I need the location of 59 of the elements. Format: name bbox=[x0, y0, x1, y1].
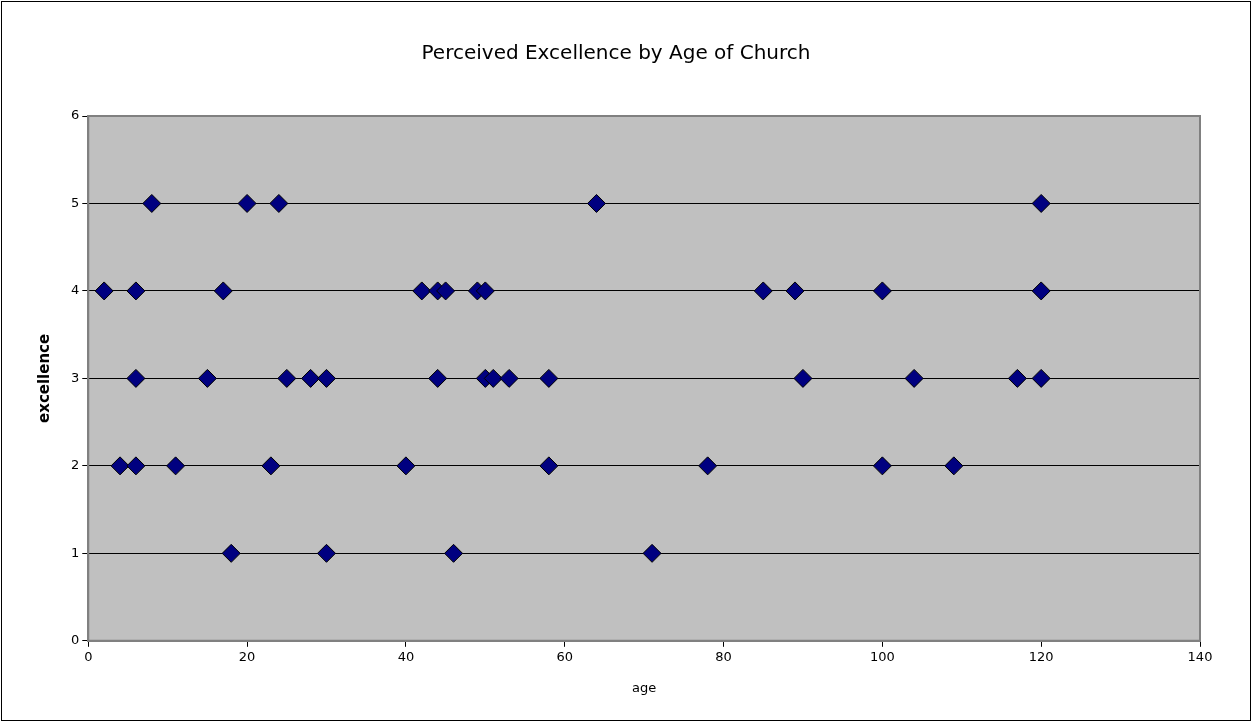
point bbox=[785, 281, 805, 301]
point bbox=[126, 281, 146, 301]
point bbox=[944, 456, 964, 476]
x-tick-label: 40 bbox=[397, 648, 415, 664]
point bbox=[317, 543, 336, 563]
x-tick-label: 0 bbox=[84, 648, 93, 664]
x-tick-label: 80 bbox=[715, 648, 732, 664]
point bbox=[1007, 368, 1027, 388]
point bbox=[483, 368, 503, 388]
point bbox=[166, 456, 186, 476]
point bbox=[261, 456, 281, 476]
point bbox=[444, 543, 464, 563]
point bbox=[213, 281, 233, 301]
point bbox=[753, 281, 773, 301]
x-tick-label: 120 bbox=[1028, 648, 1054, 664]
y-tick-label: 6 bbox=[70, 107, 80, 123]
point bbox=[436, 281, 456, 301]
chart-title: Perceived Excellence by Age of Church bbox=[421, 40, 811, 65]
point bbox=[1031, 281, 1051, 301]
x-tick-label: 140 bbox=[1187, 648, 1213, 664]
point bbox=[539, 368, 559, 388]
y-tick-label: 2 bbox=[70, 457, 80, 473]
point bbox=[301, 368, 321, 388]
point bbox=[126, 456, 146, 476]
point bbox=[539, 456, 559, 476]
point bbox=[110, 456, 130, 476]
point bbox=[126, 368, 146, 388]
point bbox=[396, 456, 416, 476]
x-tick-label: 100 bbox=[869, 648, 895, 664]
point bbox=[1031, 368, 1051, 388]
point bbox=[793, 368, 813, 388]
x-tick-label: 60 bbox=[556, 648, 573, 664]
y-tick-label: 3 bbox=[70, 369, 80, 385]
y-tick-label: 1 bbox=[70, 544, 80, 560]
point bbox=[197, 368, 217, 388]
point bbox=[1031, 193, 1051, 213]
point bbox=[142, 193, 162, 213]
point bbox=[277, 368, 297, 388]
point bbox=[237, 193, 257, 213]
y-axis-title: excellence bbox=[34, 333, 53, 423]
point bbox=[475, 281, 495, 301]
point bbox=[221, 543, 241, 563]
point bbox=[872, 281, 892, 301]
point bbox=[317, 368, 336, 388]
point bbox=[94, 281, 114, 301]
x-tick-label: 20 bbox=[238, 648, 256, 664]
y-tick-label: 0 bbox=[70, 632, 80, 648]
y-tick-label: 5 bbox=[70, 194, 80, 210]
y-tick-label: 4 bbox=[70, 282, 80, 298]
point bbox=[904, 368, 924, 388]
point bbox=[872, 456, 892, 476]
point bbox=[428, 368, 448, 388]
point bbox=[698, 456, 718, 476]
point bbox=[642, 543, 662, 563]
point bbox=[412, 281, 432, 301]
x-axis-title: age bbox=[632, 679, 657, 695]
point bbox=[499, 368, 519, 388]
point bbox=[586, 193, 606, 213]
point bbox=[269, 193, 289, 213]
